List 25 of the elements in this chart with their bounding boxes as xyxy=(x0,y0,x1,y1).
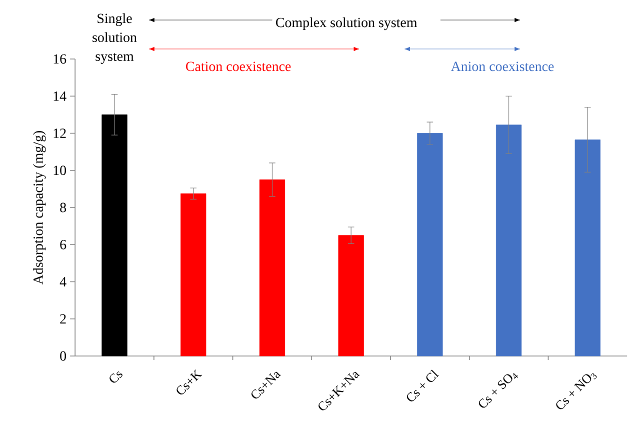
text: Complex solution system xyxy=(276,17,418,30)
x-tick-label: Cs + SO$_{4}$ xyxy=(478,372,518,408)
y-axis-title: Adsorption capacity (mg/g) xyxy=(33,131,46,284)
annotation: Single solution system xyxy=(92,13,137,64)
bar xyxy=(417,133,443,356)
bar xyxy=(102,114,128,356)
y-tick-label: 16 xyxy=(54,54,66,64)
bar xyxy=(338,235,364,356)
y-tick-label: 0 xyxy=(60,351,66,361)
y-tick-label: 2 xyxy=(60,314,66,324)
y-tick-label: 14 xyxy=(54,92,66,101)
x-tick-label: Cs + NO$_{3}$ xyxy=(556,373,597,410)
bar xyxy=(574,140,600,356)
y-tick-label: 4 xyxy=(60,277,66,286)
annotation: Anion coexistence xyxy=(450,62,554,72)
y-tick-label: 10 xyxy=(54,166,66,176)
y-tick-label: 8 xyxy=(60,202,66,212)
y-tick-label: 6 xyxy=(60,240,66,250)
bar xyxy=(180,193,206,356)
y-tick-label: 12 xyxy=(54,128,66,138)
x-tick-label: Cs + Cl xyxy=(406,370,439,402)
bar xyxy=(496,124,522,356)
annotation: Cation coexistence xyxy=(186,62,291,72)
x-tick-label: Cs xyxy=(110,371,122,383)
bar xyxy=(259,179,286,356)
